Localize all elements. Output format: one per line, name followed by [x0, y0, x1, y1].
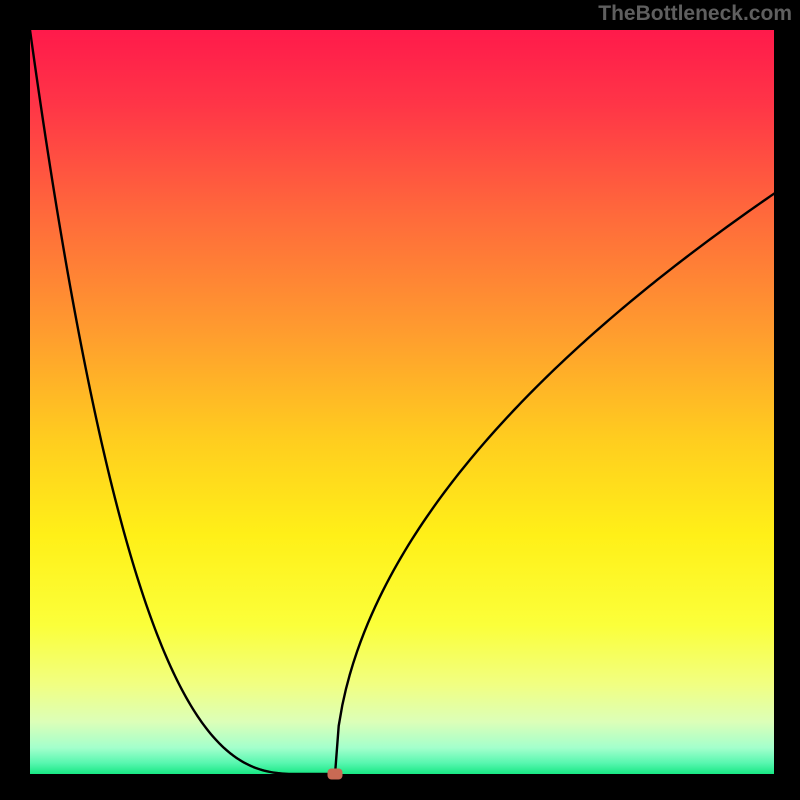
chart-canvas: TheBottleneck.com	[0, 0, 800, 800]
plot-area	[30, 30, 774, 774]
optimum-marker	[328, 769, 343, 780]
bottleneck-curve	[30, 30, 774, 774]
watermark-text: TheBottleneck.com	[598, 2, 792, 26]
